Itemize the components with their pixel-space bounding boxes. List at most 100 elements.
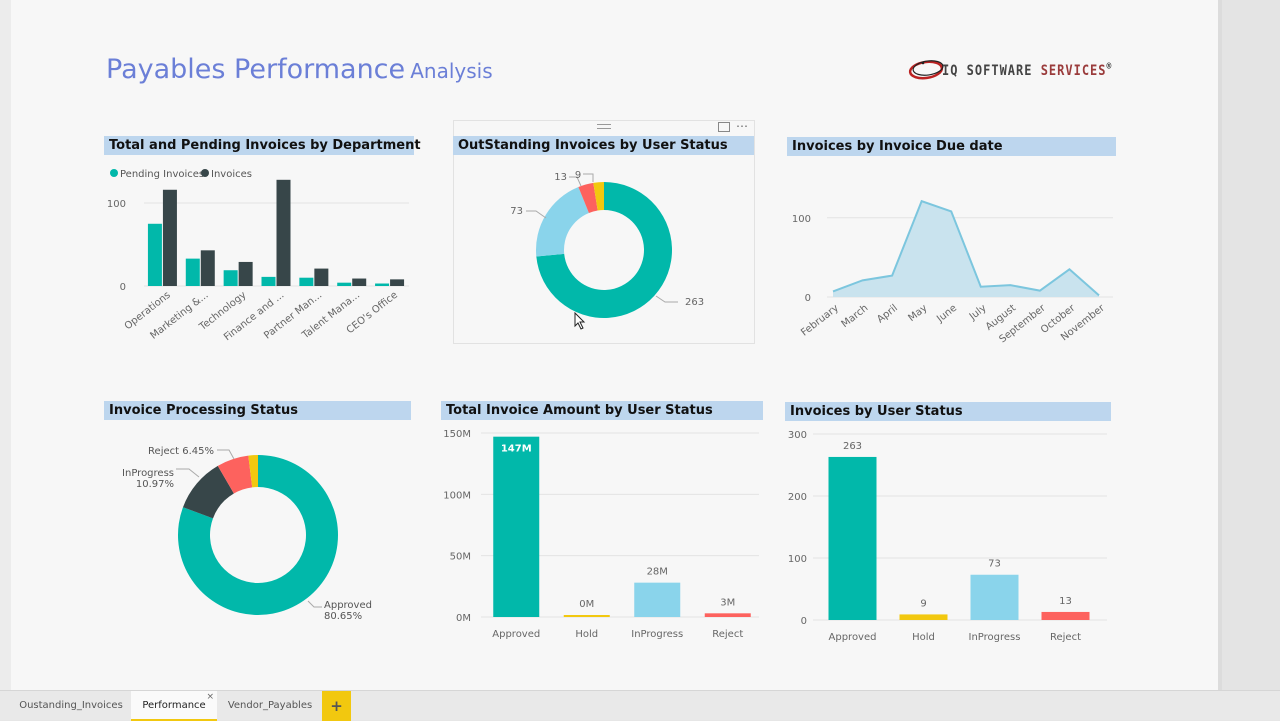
donut-slice-reject bbox=[217, 455, 253, 494]
more-options-icon[interactable]: ⋯ bbox=[736, 119, 749, 133]
legend-marker-pending bbox=[110, 169, 118, 177]
focus-mode-icon[interactable] bbox=[718, 122, 730, 132]
x-tick-label: May bbox=[906, 303, 929, 324]
leader-line bbox=[526, 210, 547, 219]
bar-pending-5 bbox=[337, 282, 352, 286]
tab-vendor-payables[interactable]: Vendor_Payables bbox=[227, 700, 313, 711]
bar-reject bbox=[704, 613, 751, 617]
bar-pending-1 bbox=[185, 258, 200, 286]
visual-duedate-area[interactable]: Invoices by Invoice Due date 0 100 Februar… bbox=[787, 137, 1116, 347]
y-tick-label: 50M bbox=[450, 552, 471, 563]
data-label: InProgress bbox=[122, 468, 174, 479]
bar-invoices-4 bbox=[314, 268, 329, 286]
company-logo: IQ SOFTWARE SERVICES® bbox=[906, 54, 1121, 88]
logo-text-left: IQ SOFTWARE bbox=[942, 61, 1041, 79]
legend-label: Pending Invoices bbox=[120, 169, 204, 180]
x-tick-label: April bbox=[875, 303, 900, 326]
y-tick-label: 300 bbox=[788, 430, 807, 441]
leader-line bbox=[569, 176, 582, 187]
visual-title: Invoices by Invoice Due date bbox=[787, 137, 1116, 156]
visual-processing-donut[interactable]: Invoice Processing Status Approved 80.65%… bbox=[104, 401, 411, 631]
report-title-sub: Analysis bbox=[410, 59, 493, 83]
leader-line bbox=[307, 600, 322, 608]
x-tick-label: Reject bbox=[1050, 632, 1081, 643]
y-tick-label: 200 bbox=[788, 492, 807, 503]
leader-line bbox=[583, 173, 594, 182]
bar-pending-0 bbox=[147, 223, 162, 286]
logo-swoosh-icon bbox=[908, 60, 944, 80]
drag-handle-icon[interactable] bbox=[597, 124, 611, 129]
bar-invoices-0 bbox=[162, 189, 177, 286]
bar-pending-6 bbox=[375, 283, 390, 286]
visual-count-bar[interactable]: Invoices by User Status 0 100 200 300 263 App… bbox=[785, 402, 1111, 647]
data-label: 13 bbox=[554, 172, 567, 183]
legend-marker-invoices bbox=[201, 169, 209, 177]
x-tick-label: InProgress bbox=[969, 632, 1021, 643]
bar-approved bbox=[493, 436, 540, 617]
y-tick-label: 100 bbox=[792, 214, 811, 225]
x-tick-label: InProgress bbox=[631, 629, 683, 640]
bar-invoices-6 bbox=[390, 279, 405, 286]
donut-slice-hold bbox=[593, 182, 604, 211]
leader-line bbox=[176, 468, 200, 478]
bar-invoices-3 bbox=[276, 179, 291, 286]
mouse-cursor-icon bbox=[574, 312, 586, 330]
donut-slice-approved bbox=[178, 455, 338, 615]
visual-title: Total and Pending Invoices by Department bbox=[104, 136, 421, 155]
tab-performance[interactable]: Performance × bbox=[131, 691, 217, 721]
x-tick-label: Approved bbox=[492, 629, 540, 640]
bar-invoices-2 bbox=[238, 261, 253, 286]
data-label: 9 bbox=[575, 170, 581, 181]
logo-registered-mark: ® bbox=[1106, 60, 1113, 72]
data-label: 263 bbox=[843, 441, 862, 452]
bar-hold bbox=[899, 614, 948, 620]
visual-title: OutStanding Invoices by User Status bbox=[453, 136, 754, 155]
data-label: 9 bbox=[920, 598, 926, 609]
visual-title: Total Invoice Amount by User Status bbox=[441, 401, 763, 420]
bar-hold bbox=[563, 615, 610, 617]
y-tick-label: 100 bbox=[788, 554, 807, 565]
donut-slice-reject bbox=[578, 182, 598, 213]
y-tick-label: 0 bbox=[805, 293, 811, 304]
y-tick-label: 0 bbox=[120, 282, 126, 293]
visual-title: Invoice Processing Status bbox=[104, 401, 411, 420]
bar-pending-4 bbox=[299, 277, 314, 286]
x-tick-label: Approved bbox=[829, 632, 877, 643]
data-label: 28M bbox=[647, 567, 668, 578]
bar-invoices-1 bbox=[200, 250, 215, 286]
bar-pending-2 bbox=[223, 270, 238, 286]
close-tab-icon[interactable]: × bbox=[206, 692, 214, 702]
bar-inprogress bbox=[970, 574, 1019, 620]
logo-text-right: SERVICES bbox=[1040, 61, 1107, 79]
add-page-button[interactable]: + bbox=[322, 691, 351, 721]
x-tick-label: February bbox=[799, 303, 841, 339]
x-tick-label: June bbox=[934, 303, 959, 326]
legend-label: Invoices bbox=[211, 169, 252, 180]
data-label: Reject 6.45% bbox=[148, 446, 214, 457]
bar-reject bbox=[1041, 611, 1090, 620]
x-tick-label: March bbox=[840, 303, 871, 330]
tab-oustanding-invoices[interactable]: Oustanding_Invoices bbox=[19, 700, 123, 711]
bar-inprogress bbox=[634, 582, 681, 617]
donut-slice-approved bbox=[536, 182, 672, 318]
right-pane bbox=[1218, 0, 1280, 690]
data-label: Approved bbox=[324, 600, 372, 611]
y-tick-label: 0M bbox=[456, 613, 471, 624]
visual-amount-bar[interactable]: Total Invoice Amount by User Status 0M 50… bbox=[441, 401, 763, 646]
visual-outstanding-donut[interactable]: OutStanding Invoices by User Status 263 7… bbox=[453, 136, 754, 342]
visual-dept-chart[interactable]: Total and Pending Invoices by Department… bbox=[104, 136, 421, 346]
y-tick-label: 150M bbox=[443, 429, 471, 440]
left-margin bbox=[0, 0, 11, 690]
data-label: 73 bbox=[988, 559, 1001, 570]
x-tick-label: Hold bbox=[912, 632, 935, 643]
y-tick-label: 0 bbox=[801, 616, 807, 627]
y-tick-label: 100M bbox=[443, 490, 471, 501]
data-label: 263 bbox=[685, 297, 704, 308]
bar-invoices-5 bbox=[352, 278, 367, 286]
tab-label: Performance bbox=[142, 700, 206, 711]
data-label: 73 bbox=[510, 206, 523, 217]
y-tick-label: 100 bbox=[107, 199, 126, 210]
report-title: Payables Performance Analysis bbox=[106, 54, 493, 85]
report-title-main: Payables Performance bbox=[106, 54, 406, 85]
donut-slice-hold bbox=[248, 455, 258, 488]
